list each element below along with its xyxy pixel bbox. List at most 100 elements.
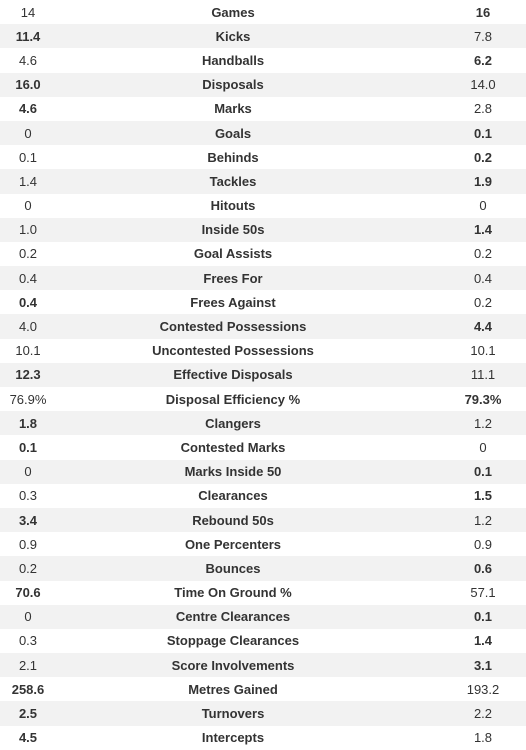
right-value: 0 xyxy=(479,198,487,214)
left-value: 0.4 xyxy=(18,294,38,310)
right-value: 14.0 xyxy=(470,77,496,93)
stat-name: Goal Assists xyxy=(193,246,273,262)
left-value: 16.0 xyxy=(15,77,41,93)
stat-row: 0.4 Frees Against 0.2 xyxy=(0,290,526,314)
right-value: 193.2 xyxy=(466,681,500,697)
stat-name: Clangers xyxy=(205,415,261,431)
stat-row: 0.1 Behinds 0.2 xyxy=(0,145,526,169)
right-value: 0.9 xyxy=(473,536,493,552)
right-value: 2.2 xyxy=(473,706,493,722)
left-value: 1.0 xyxy=(18,222,38,238)
stat-name: Intercepts xyxy=(201,730,265,746)
stat-row: 258.6 Metres Gained 193.2 xyxy=(0,677,526,701)
right-value: 3.1 xyxy=(473,657,493,673)
stat-row: 0.9 One Percenters 0.9 xyxy=(0,532,526,556)
left-value: 3.4 xyxy=(18,512,38,528)
stat-row: 3.4 Rebound 50s 1.2 xyxy=(0,507,526,533)
left-value: 4.5 xyxy=(18,730,38,746)
left-value: 2.5 xyxy=(18,706,38,722)
stat-row: 0.3 Clearances 1.5 xyxy=(0,484,526,508)
right-value: 0.6 xyxy=(473,560,493,576)
right-value: 1.2 xyxy=(473,415,493,431)
stat-row: 0.2 Goal Assists 0.2 xyxy=(0,242,526,266)
right-value: 57.1 xyxy=(470,585,496,601)
right-value: 1.2 xyxy=(473,512,493,528)
stat-name: Goals xyxy=(214,125,252,141)
left-value: 0 xyxy=(24,464,32,480)
right-value: 10.1 xyxy=(470,343,496,359)
left-value: 10.1 xyxy=(15,343,41,359)
stat-row: 2.1 Score Involvements 3.1 xyxy=(0,653,526,678)
left-value: 258.6 xyxy=(11,681,45,697)
right-value: 7.8 xyxy=(473,28,493,44)
stat-row: 0.3 Stoppage Clearances 1.4 xyxy=(0,629,526,653)
stat-name: Inside 50s xyxy=(201,222,265,238)
left-value: 0.1 xyxy=(18,439,38,455)
right-value: 0 xyxy=(479,439,487,455)
stat-row: 1.8 Clangers 1.2 xyxy=(0,411,526,436)
stat-row: 0.2 Bounces 0.6 xyxy=(0,556,526,581)
right-value: 0.1 xyxy=(473,609,493,625)
stat-name: One Percenters xyxy=(184,536,282,552)
stat-row: 11.4 Kicks 7.8 xyxy=(0,24,526,49)
stat-row: 12.3 Effective Disposals 11.1 xyxy=(0,362,526,387)
right-value: 0.2 xyxy=(473,294,493,310)
stat-row: 4.0 Contested Possessions 4.4 xyxy=(0,314,526,339)
stat-row: 2.5 Turnovers 2.2 xyxy=(0,701,526,726)
left-value: 2.1 xyxy=(18,657,38,673)
right-value: 0.2 xyxy=(473,149,493,165)
stat-row: 1.4 Tackles 1.9 xyxy=(0,169,526,194)
stat-name: Frees Against xyxy=(190,294,276,310)
stat-row: 1.0 Inside 50s 1.4 xyxy=(0,217,526,242)
right-value: 1.9 xyxy=(473,173,493,189)
right-value: 1.5 xyxy=(473,488,493,504)
left-value: 0 xyxy=(24,609,32,625)
stat-name: Score Involvements xyxy=(171,657,295,673)
left-value: 11.4 xyxy=(15,28,41,44)
stat-name: Marks Inside 50 xyxy=(184,464,282,480)
stat-name: Time On Ground % xyxy=(174,585,292,601)
left-value: 14 xyxy=(20,4,36,20)
right-value: 16 xyxy=(475,4,491,20)
left-value: 0.3 xyxy=(18,633,38,649)
right-value: 0.4 xyxy=(473,270,493,286)
stat-row: 4.6 Marks 2.8 xyxy=(0,97,526,121)
stat-name: Handballs xyxy=(201,52,265,68)
stat-row: 4.6 Handballs 6.2 xyxy=(0,48,526,72)
left-value: 1.8 xyxy=(18,415,38,431)
left-value: 0 xyxy=(24,198,32,214)
right-value: 4.4 xyxy=(473,319,493,335)
right-value: 1.4 xyxy=(473,633,493,649)
stat-name: Tackles xyxy=(209,173,257,189)
stat-row: 0 Goals 0.1 xyxy=(0,120,526,146)
stat-name: Effective Disposals xyxy=(173,367,293,383)
stat-row: 10.1 Uncontested Possessions 10.1 xyxy=(0,339,526,363)
stat-row: 0.1 Contested Marks 0 xyxy=(0,435,526,459)
stat-name: Stoppage Clearances xyxy=(166,633,300,649)
left-value: 1.4 xyxy=(18,173,38,189)
left-value: 0.2 xyxy=(18,246,38,262)
stat-name: Centre Clearances xyxy=(175,609,291,625)
stat-name: Kicks xyxy=(215,28,251,44)
stat-name: Games xyxy=(211,4,255,20)
right-value: 2.8 xyxy=(473,101,493,117)
stat-name: Rebound 50s xyxy=(192,512,274,528)
left-value: 4.6 xyxy=(18,52,38,68)
stat-row: 0 Centre Clearances 0.1 xyxy=(0,604,526,629)
right-value: 6.2 xyxy=(473,52,493,68)
stat-name: Marks xyxy=(214,101,252,117)
right-value: 0.2 xyxy=(473,246,493,262)
stat-name: Disposals xyxy=(202,77,264,93)
stat-row: 0.4 Frees For 0.4 xyxy=(0,266,526,291)
left-value: 4.0 xyxy=(18,319,38,335)
left-value: 12.3 xyxy=(15,367,41,383)
left-value: 70.6 xyxy=(15,585,41,601)
stat-row: 16.0 Disposals 14.0 xyxy=(0,72,526,97)
stat-row: 4.5 Intercepts 1.8 xyxy=(0,726,526,750)
stat-row: 14 Games 16 xyxy=(0,0,526,24)
stat-name: Disposal Efficiency % xyxy=(165,391,301,407)
stat-name: Turnovers xyxy=(201,706,265,722)
left-value: 0.9 xyxy=(18,536,38,552)
stat-name: Bounces xyxy=(205,560,261,576)
